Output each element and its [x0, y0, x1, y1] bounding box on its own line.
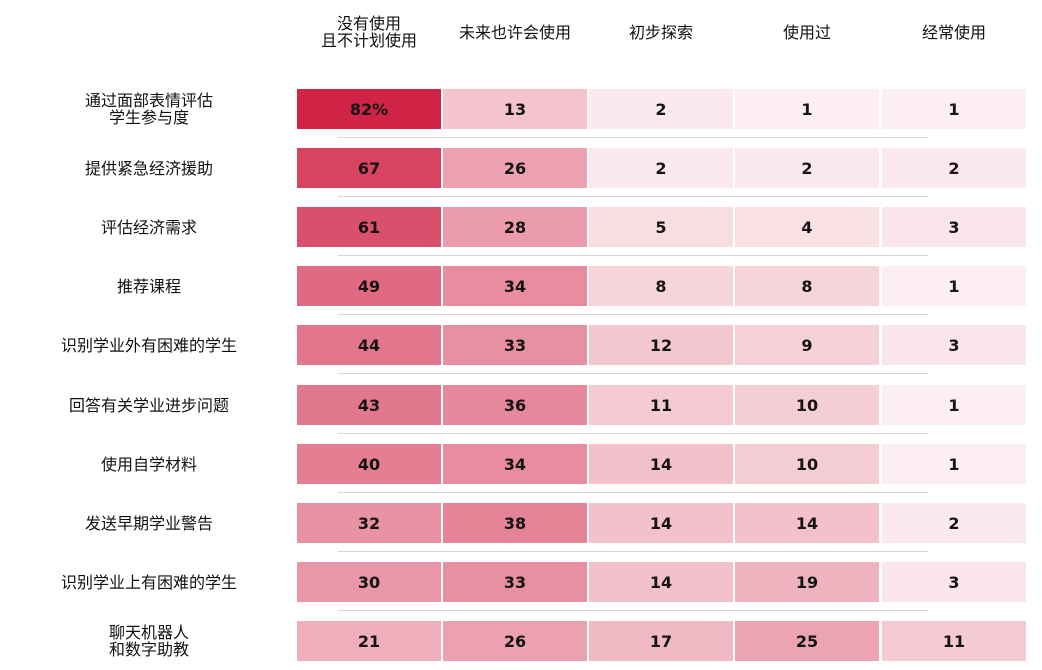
heatmap-cell-r8-c3: 14 [589, 503, 733, 543]
row-label-3: 评估经济需求 [100, 217, 197, 237]
row-divider [338, 492, 928, 493]
heatmap-cell-r2-c1: 67 [297, 148, 441, 188]
row-divider [338, 314, 928, 315]
heatmap-cell-r8-c4: 14 [735, 503, 879, 543]
heatmap-cell-r7-c3: 14 [589, 444, 733, 484]
column-header-5: 经常使用 [921, 22, 986, 42]
row-divider [338, 433, 928, 434]
heatmap-cell-r1-c5: 1 [882, 89, 1026, 129]
column-header-2: 未来也许会使用 [458, 22, 571, 42]
heatmap-cell-r4-c4: 8 [735, 266, 879, 306]
row-divider [338, 196, 928, 197]
row-divider [338, 610, 928, 611]
row-label-8: 发送早期学业警告 [84, 513, 213, 533]
heatmap-cell-r6-c2: 36 [443, 385, 587, 425]
heatmap-cell-r5-c2: 33 [443, 325, 587, 365]
column-header-1: 没有使用 且不计划使用 [320, 14, 417, 50]
heatmap-cell-r8-c1: 32 [297, 503, 441, 543]
heatmap-cell-r4-c5: 1 [882, 266, 1026, 306]
heatmap-cell-r3-c2: 28 [443, 207, 587, 247]
heatmap-cell-r1-c2: 13 [443, 89, 587, 129]
heatmap-cell-r1-c1: 82% [297, 89, 441, 129]
heatmap-cell-r4-c1: 49 [297, 266, 441, 306]
heatmap-cell-r5-c4: 9 [735, 325, 879, 365]
heatmap-cell-r5-c3: 12 [589, 325, 733, 365]
row-label-7: 使用自学材料 [100, 454, 197, 474]
heatmap-cell-r8-c5: 2 [882, 503, 1026, 543]
heatmap-cell-r8-c2: 38 [443, 503, 587, 543]
heatmap-cell-r10-c1: 21 [297, 621, 441, 661]
heatmap-cell-r9-c4: 19 [735, 562, 879, 602]
heatmap-cell-r10-c3: 17 [589, 621, 733, 661]
heatmap-cell-r5-c5: 3 [882, 325, 1026, 365]
row-label-2: 提供紧急经济援助 [84, 158, 213, 178]
heatmap-cell-r1-c4: 1 [735, 89, 879, 129]
heatmap-cell-r2-c2: 26 [443, 148, 587, 188]
heatmap-cell-r4-c2: 34 [443, 266, 587, 306]
heatmap-cell-r7-c4: 10 [735, 444, 879, 484]
heatmap-cell-r2-c3: 2 [589, 148, 733, 188]
heatmap-cell-r6-c5: 1 [882, 385, 1026, 425]
heatmap-cell-r3-c4: 4 [735, 207, 879, 247]
heatmap-cell-r7-c1: 40 [297, 444, 441, 484]
column-header-3: 初步探索 [628, 22, 693, 42]
heatmap-cell-r5-c1: 44 [297, 325, 441, 365]
row-label-4: 推荐课程 [116, 276, 181, 296]
heatmap-cell-r10-c2: 26 [443, 621, 587, 661]
heatmap-cell-r2-c5: 2 [882, 148, 1026, 188]
heatmap-cell-r6-c4: 10 [735, 385, 879, 425]
heatmap-cell-r1-c3: 2 [589, 89, 733, 129]
row-divider [338, 255, 928, 256]
row-label-10: 聊天机器人 和数字助教 [108, 623, 189, 659]
heatmap-cell-r9-c5: 3 [882, 562, 1026, 602]
heatmap-cell-r9-c1: 30 [297, 562, 441, 602]
row-label-1: 通过面部表情评估 学生参与度 [84, 91, 213, 127]
heatmap-cell-r3-c1: 61 [297, 207, 441, 247]
row-label-5: 识别学业外有困难的学生 [60, 335, 237, 355]
heatmap-cell-r7-c5: 1 [882, 444, 1026, 484]
heatmap-cell-r6-c3: 11 [589, 385, 733, 425]
heatmap-cell-r6-c1: 43 [297, 385, 441, 425]
row-divider [338, 373, 928, 374]
column-header-4: 使用过 [782, 22, 831, 42]
heatmap-cell-r7-c2: 34 [443, 444, 587, 484]
row-divider [338, 137, 928, 138]
heatmap-cell-r9-c2: 33 [443, 562, 587, 602]
heatmap-cell-r10-c4: 25 [735, 621, 879, 661]
heatmap-cell-r3-c3: 5 [589, 207, 733, 247]
row-divider [338, 551, 928, 552]
heatmap-cell-r10-c5: 11 [882, 621, 1026, 661]
row-label-9: 识别学业上有困难的学生 [60, 572, 237, 592]
heatmap-cell-r2-c4: 2 [735, 148, 879, 188]
heatmap-cell-r3-c5: 3 [882, 207, 1026, 247]
heatmap-cell-r9-c3: 14 [589, 562, 733, 602]
row-label-6: 回答有关学业进步问题 [68, 395, 229, 415]
heatmap-cell-r4-c3: 8 [589, 266, 733, 306]
